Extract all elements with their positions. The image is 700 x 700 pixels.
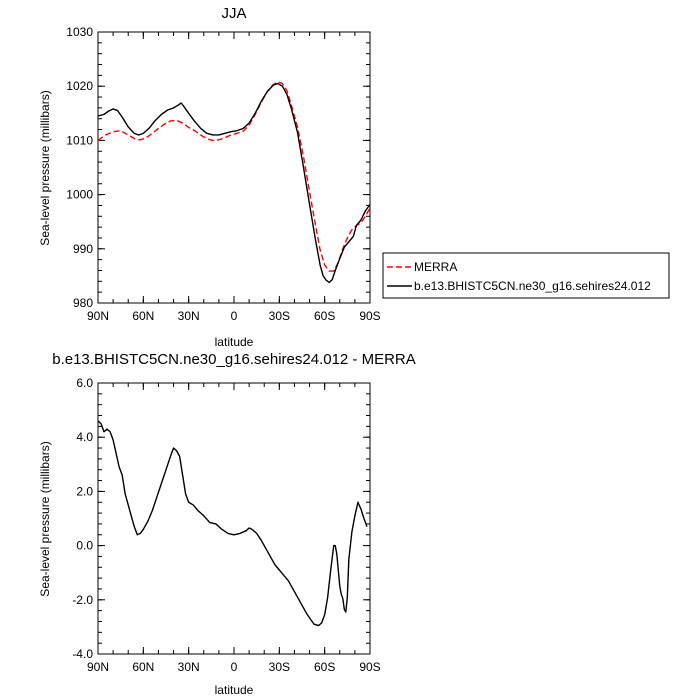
bottom-y-tick-label: 4.0	[76, 430, 93, 444]
top-x-tick-label: 30N	[178, 309, 200, 323]
bottom-x-tick-label: 30N	[178, 660, 200, 674]
top-plot-area: 90N 60N 30N 0 30S 60S 90S 980 990 1000 1010 1020 103…	[66, 25, 380, 323]
bottom-chart-title: b.e13.BHISTC5CN.ne30_g16.sehires24.012 -…	[52, 351, 416, 368]
bottom-panel: b.e13.BHISTC5CN.ne30_g16.sehires24.012 -…	[38, 351, 416, 697]
bottom-x-tick-label: 60N	[132, 660, 154, 674]
top-x-tick-label: 60S	[314, 309, 335, 323]
top-x-axis-label: latitude	[215, 335, 254, 349]
top-y-tick-label: 1030	[66, 25, 93, 39]
bottom-y-tick-label: 0.0	[76, 539, 93, 553]
top-y-tick-label: 1020	[66, 79, 93, 93]
bottom-plot-area: 90N 60N 30N 0 30S 60S 90S -4.0 -2.0 0.0 2.0 4.0 6.0	[72, 376, 380, 674]
top-plot-frame	[97, 31, 371, 304]
top-chart-title: JJA	[221, 5, 246, 22]
top-y-tick-label: 990	[73, 242, 93, 256]
top-panel: JJA 90N 60N 30N 0 30S 60S 90S 980 990 1000 1010 102…	[38, 5, 381, 349]
top-series-line-0	[97, 81, 371, 272]
top-y-tick-label: 1010	[66, 133, 93, 147]
bottom-plot-frame	[97, 382, 371, 655]
bottom-y-tick-label: 6.0	[76, 376, 93, 390]
legend-label-model: b.e13.BHISTC5CN.ne30_g16.sehires24.012	[414, 279, 651, 293]
top-x-tick-label: 90N	[87, 309, 109, 323]
top-series-line-1	[97, 82, 371, 284]
top-y-tick-label: 980	[73, 296, 93, 310]
top-y-tick-label: 1000	[66, 188, 93, 202]
legend-label-merra: MERRA	[414, 260, 457, 274]
legend-box	[382, 252, 670, 299]
bottom-x-axis-label: latitude	[215, 683, 254, 697]
top-y-axis-label: Sea-level pressure (millibars)	[38, 90, 52, 245]
bottom-series-line-0	[97, 420, 368, 627]
bottom-y-tick-label: -2.0	[72, 593, 93, 607]
bottom-y-axis-label: Sea-level pressure (millibars)	[38, 441, 52, 596]
bottom-x-tick-label: 60S	[314, 660, 335, 674]
bottom-y-tick-label: 2.0	[76, 484, 93, 498]
bottom-x-tick-label: 30S	[269, 660, 290, 674]
bottom-x-tick-label: 0	[231, 660, 238, 674]
top-x-tick-label: 60N	[132, 309, 154, 323]
bottom-x-tick-label: 90N	[87, 660, 109, 674]
top-x-tick-label: 0	[231, 309, 238, 323]
bottom-x-tick-label: 90S	[359, 660, 380, 674]
top-x-tick-label: 30S	[269, 309, 290, 323]
bottom-y-tick-label: -4.0	[72, 647, 93, 661]
legend: MERRA b.e13.BHISTC5CN.ne30_g16.sehires24…	[382, 252, 670, 299]
top-x-tick-label: 90S	[359, 309, 380, 323]
